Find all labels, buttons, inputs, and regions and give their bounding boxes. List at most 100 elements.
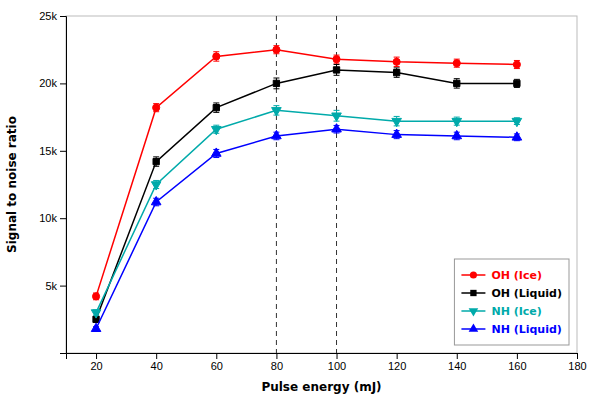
point: [333, 56, 340, 63]
series-line: [96, 129, 517, 329]
legend-marker: [469, 323, 479, 331]
tick-label: 20: [90, 360, 102, 372]
point: [454, 80, 460, 86]
tick-mark: [517, 353, 518, 359]
error-bar: [93, 293, 99, 300]
point: [272, 130, 282, 138]
tick-label: 5k: [45, 280, 57, 292]
y-axis-title: Signal to noise ratio: [5, 116, 19, 253]
error-bar: [153, 157, 159, 166]
chart: 20 40 60 80 100 120 140 160 180 5k 10k 15k 20k 25k OH …: [0, 0, 595, 401]
point: [453, 60, 460, 67]
tick: 25k: [39, 10, 66, 22]
error-bar: [514, 60, 520, 68]
point: [332, 124, 342, 132]
point: [153, 104, 160, 111]
error-bar: [394, 68, 400, 77]
point: [151, 196, 161, 204]
tick-label: 80: [271, 360, 283, 372]
tick: 120: [388, 353, 406, 372]
legend-label: NH (Liquid): [491, 323, 561, 336]
error-bar: [334, 65, 340, 76]
point: [211, 148, 221, 156]
tick: 140: [448, 353, 466, 372]
tick-label: 180: [568, 360, 586, 372]
tick-mark: [60, 16, 66, 17]
tick: 5k: [45, 280, 66, 292]
legend-marker: [470, 271, 477, 278]
axis-line: [60, 17, 67, 354]
series-line: [96, 50, 517, 297]
tick: 40: [151, 353, 163, 372]
point: [333, 67, 339, 73]
tick: 180: [568, 353, 586, 372]
tick-mark: [577, 353, 578, 359]
tick-label: 20k: [39, 77, 57, 89]
reference-line: [276, 16, 277, 353]
point: [91, 323, 101, 331]
tick-mark: [337, 353, 338, 359]
error-bar: [273, 46, 279, 54]
point: [92, 293, 99, 300]
tick-label: 25k: [39, 10, 57, 22]
tick-mark: [96, 353, 97, 359]
point: [513, 61, 520, 68]
point: [392, 118, 402, 126]
series-line: [96, 110, 517, 312]
tick: 100: [328, 353, 346, 372]
x-axis: 20 40 60 80 100 120 140 160 180: [67, 353, 587, 372]
legend-frame: [454, 259, 569, 345]
tick-mark: [60, 286, 66, 287]
tick-mark: [457, 353, 458, 359]
series-line: [96, 70, 517, 319]
error-bar: [394, 57, 400, 66]
point: [512, 132, 522, 140]
tick-label: 60: [211, 360, 223, 372]
legend-label: OH (Liquid): [491, 287, 562, 300]
point: [512, 118, 522, 126]
tick-mark: [60, 83, 66, 84]
point: [91, 310, 101, 318]
point: [452, 130, 462, 138]
error-bar: [514, 79, 520, 87]
tick-mark: [397, 353, 398, 359]
legend-item: OH (Liquid): [461, 287, 562, 300]
point: [213, 53, 220, 60]
y-axis: 5k 10k 15k 20k 25k: [39, 10, 66, 353]
error-bar: [153, 104, 159, 112]
tick-label: 10k: [39, 212, 57, 224]
point: [151, 182, 161, 190]
point: [213, 105, 219, 111]
point: [332, 113, 342, 121]
legend-item: NH (Ice): [461, 305, 541, 318]
point: [392, 129, 402, 137]
error-bar: [213, 103, 219, 112]
point: [272, 108, 282, 116]
legend-marker: [469, 308, 479, 316]
point: [273, 46, 280, 53]
legend: OH (Ice) OH (Liquid) NH (Ice) NH (Liquid): [454, 259, 569, 345]
point: [273, 80, 279, 86]
tick-label: 15k: [39, 145, 57, 157]
tick-mark: [156, 353, 157, 359]
legend-item: NH (Liquid): [461, 323, 561, 336]
tick-label: 160: [508, 360, 526, 372]
tick: 10k: [39, 212, 66, 224]
x-axis-title: Pulse energy (mJ): [261, 380, 381, 394]
tick: 20k: [39, 77, 66, 89]
error-bar: [454, 59, 460, 67]
tick-label: 120: [388, 360, 406, 372]
error-bar: [273, 78, 279, 89]
point: [452, 118, 462, 126]
error-bar: [213, 52, 219, 61]
legend-marker: [470, 290, 476, 296]
tick-label: 40: [151, 360, 163, 372]
plot-frame: [66, 16, 577, 353]
legend-item: OH (Ice): [461, 269, 542, 282]
point: [153, 158, 159, 164]
error-bar: [334, 55, 340, 63]
tick: 15k: [39, 145, 66, 157]
error-bar: [454, 79, 460, 88]
axis-line: [67, 354, 578, 360]
tick-label: 100: [328, 360, 346, 372]
